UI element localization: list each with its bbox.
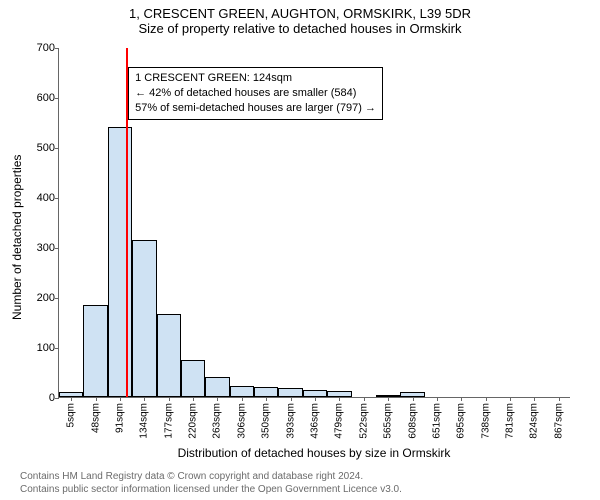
x-tick-label: 263sqm xyxy=(212,403,223,439)
histogram-bar xyxy=(181,360,205,398)
y-tick-mark xyxy=(55,48,59,49)
histogram-bar xyxy=(132,240,156,398)
x-tick-label: 350sqm xyxy=(261,403,272,439)
x-tick-mark xyxy=(437,397,438,401)
y-tick-mark xyxy=(55,298,59,299)
x-tick-label: 91sqm xyxy=(114,403,125,433)
y-tick-mark xyxy=(55,348,59,349)
y-tick-mark xyxy=(55,98,59,99)
histogram-bar xyxy=(278,388,302,397)
chart-title-line1: 1, CRESCENT GREEN, AUGHTON, ORMSKIRK, L3… xyxy=(0,6,600,21)
histogram-bar xyxy=(83,305,107,398)
y-axis-label: Number of detached properties xyxy=(10,155,24,320)
x-tick-mark xyxy=(266,397,267,401)
x-tick-mark xyxy=(96,397,97,401)
x-tick-label: 781sqm xyxy=(505,403,516,439)
histogram-bar xyxy=(230,386,254,397)
y-tick-mark xyxy=(55,398,59,399)
x-tick-mark xyxy=(388,397,389,401)
x-tick-label: 479sqm xyxy=(334,403,345,439)
x-tick-mark xyxy=(534,397,535,401)
x-tick-mark xyxy=(510,397,511,401)
x-tick-label: 177sqm xyxy=(163,403,174,439)
x-tick-label: 48sqm xyxy=(90,403,101,433)
x-tick-mark xyxy=(486,397,487,401)
x-tick-mark xyxy=(461,397,462,401)
x-tick-mark xyxy=(71,397,72,401)
x-tick-label: 695sqm xyxy=(456,403,467,439)
histogram-bar xyxy=(303,390,327,398)
x-tick-mark xyxy=(169,397,170,401)
x-tick-mark xyxy=(413,397,414,401)
annotation-box: 1 CRESCENT GREEN: 124sqm← 42% of detache… xyxy=(128,67,383,120)
histogram-bar xyxy=(205,377,229,397)
annotation-line: 1 CRESCENT GREEN: 124sqm xyxy=(135,71,376,86)
x-tick-label: 5sqm xyxy=(66,403,77,427)
footer-line1: Contains HM Land Registry data © Crown c… xyxy=(20,470,580,483)
y-tick-mark xyxy=(55,148,59,149)
x-tick-mark xyxy=(242,397,243,401)
x-tick-label: 436sqm xyxy=(310,403,321,439)
x-tick-label: 393sqm xyxy=(285,403,296,439)
x-tick-mark xyxy=(559,397,560,401)
x-tick-mark xyxy=(217,397,218,401)
chart-plot-area: 01002003004005006007005sqm48sqm91sqm134s… xyxy=(58,48,570,398)
x-tick-label: 565sqm xyxy=(383,403,394,439)
annotation-line: 57% of semi-detached houses are larger (… xyxy=(135,101,376,116)
x-tick-mark xyxy=(120,397,121,401)
x-tick-label: 738sqm xyxy=(480,403,491,439)
chart-title-block: 1, CRESCENT GREEN, AUGHTON, ORMSKIRK, L3… xyxy=(0,0,600,36)
x-axis-title: Distribution of detached houses by size … xyxy=(58,446,570,460)
histogram-bar xyxy=(108,127,132,397)
x-tick-label: 867sqm xyxy=(553,403,564,439)
footer-line2: Contains public sector information licen… xyxy=(20,483,580,496)
x-tick-mark xyxy=(364,397,365,401)
annotation-line: ← 42% of detached houses are smaller (58… xyxy=(135,86,376,101)
chart-title-line2: Size of property relative to detached ho… xyxy=(0,21,600,36)
histogram-bar xyxy=(157,314,181,398)
y-tick-mark xyxy=(55,198,59,199)
x-tick-label: 522sqm xyxy=(358,403,369,439)
x-tick-label: 134sqm xyxy=(139,403,150,439)
x-tick-label: 651sqm xyxy=(431,403,442,439)
x-tick-mark xyxy=(144,397,145,401)
x-tick-mark xyxy=(315,397,316,401)
histogram-bar xyxy=(254,387,278,397)
y-tick-mark xyxy=(55,248,59,249)
chart-footer: Contains HM Land Registry data © Crown c… xyxy=(20,470,580,496)
x-tick-label: 824sqm xyxy=(529,403,540,439)
x-tick-label: 220sqm xyxy=(188,403,199,439)
x-tick-label: 306sqm xyxy=(236,403,247,439)
x-tick-mark xyxy=(339,397,340,401)
x-tick-mark xyxy=(193,397,194,401)
x-tick-label: 608sqm xyxy=(407,403,418,439)
x-tick-mark xyxy=(291,397,292,401)
